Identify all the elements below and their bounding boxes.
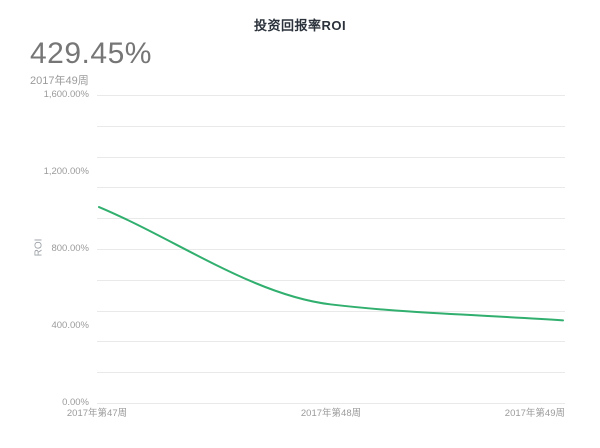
y-tick-label: 800.00%: [51, 243, 89, 254]
page-title: 投资回报率ROI: [253, 18, 347, 33]
plot-area: [97, 95, 565, 404]
gridline: [97, 249, 565, 250]
gridline: [97, 156, 565, 158]
x-tick-label: 2017年第48周: [300, 408, 362, 419]
kpi-block: 429.45% 2017年49周: [30, 38, 152, 88]
y-tick-label: 400.00%: [51, 320, 89, 331]
roi-line-series: [98, 206, 564, 322]
y-tick-label: 1,600.00%: [43, 89, 89, 100]
roi-line-path: [98, 206, 564, 322]
y-tick-label: 1,200.00%: [43, 166, 89, 177]
x-tick-label: 2017年第47周: [66, 408, 128, 419]
gridline: [97, 95, 565, 96]
gridline: [97, 403, 565, 404]
gridline: [97, 341, 565, 343]
kpi-period: 2017年49周: [30, 75, 89, 87]
y-tick-label: 0.00%: [62, 397, 89, 408]
gridline: [97, 372, 565, 374]
gridline: [97, 218, 565, 220]
gridline: [97, 310, 565, 312]
gridline: [97, 125, 565, 127]
y-axis-title: ROI: [33, 238, 45, 257]
gridline: [97, 279, 565, 281]
gridline: [97, 187, 565, 189]
kpi-value: 429.45%: [30, 37, 152, 70]
x-tick-label: 2017年第49周: [504, 408, 565, 419]
